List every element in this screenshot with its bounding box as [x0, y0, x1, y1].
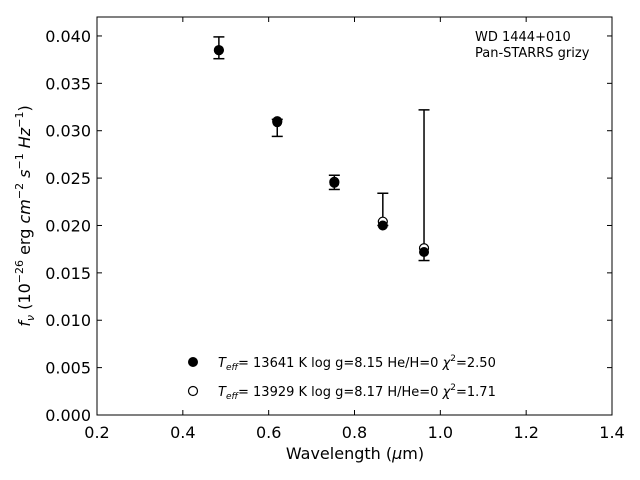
y-tick-label: 0.025: [45, 169, 91, 188]
legend-label-open: Teff= 13929 K log g=8.17 H/He=0 χ2=1.71: [218, 383, 496, 402]
y-tick-label: 0.005: [45, 359, 91, 378]
annotation-line-1: WD 1444+010: [475, 30, 571, 45]
legend: Teff= 13641 K log g=8.15 He/H=0 χ2=2.50 …: [187, 354, 496, 402]
x-tick-label: 1.4: [599, 423, 624, 442]
x-tick-label: 1.0: [428, 423, 453, 442]
y-axis-label: fν (10−26 erg cm−2 s−1 Hz−1): [13, 105, 37, 326]
point-filled: [272, 117, 283, 128]
legend-marker-filled: [188, 357, 198, 367]
plot-area: [96, 16, 613, 416]
x-tick-label: 0.4: [170, 423, 195, 442]
annotation-line-2: Pan-STARRS grizy: [475, 46, 590, 61]
point-filled: [213, 45, 224, 56]
y-tick-label: 0.040: [45, 27, 91, 46]
y-tick-label: 0.030: [45, 122, 91, 141]
y-tick-label: 0.010: [45, 311, 91, 330]
point-filled: [419, 247, 430, 258]
x-tick-label: 1.2: [513, 423, 538, 442]
x-tick-label: 0.6: [256, 423, 281, 442]
x-tick-label: 0.8: [342, 423, 367, 442]
y-tick-label: 0.015: [45, 264, 91, 283]
y-tick-label: 0.000: [45, 406, 91, 425]
x-tick-label: 0.2: [84, 423, 109, 442]
markers: [213, 45, 430, 258]
x-axis-label: Wavelength (μm): [286, 444, 424, 463]
y-tick-label: 0.035: [45, 74, 91, 93]
legend-label-filled: Teff= 13641 K log g=8.15 He/H=0 χ2=2.50: [218, 354, 496, 373]
ticks: 0.2 0.4 0.6 0.8 1.0 1.2 1.4 0.000 0.005 0.010 0.01…: [45, 17, 625, 442]
point-filled: [329, 177, 340, 188]
legend-marker-open: [187, 385, 199, 397]
y-tick-label: 0.020: [45, 216, 91, 235]
point-filled: [377, 220, 388, 231]
